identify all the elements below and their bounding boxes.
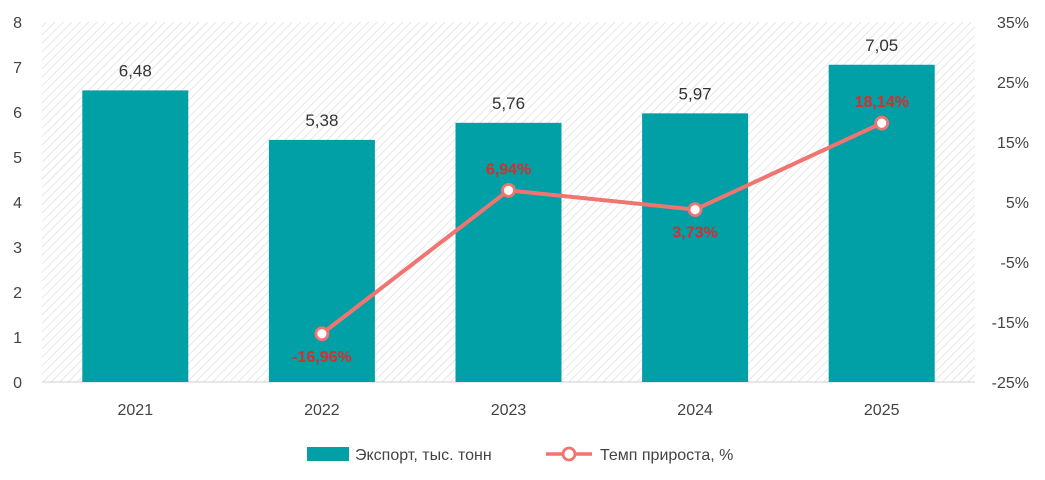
growth-marker [687, 202, 703, 218]
right-y-tick-label: 5% [1006, 195, 1029, 212]
line-series [314, 115, 890, 342]
bar-series [82, 64, 935, 383]
right-y-tick-label: 15% [997, 135, 1029, 152]
growth-marker [874, 115, 890, 131]
growth-marker [501, 182, 516, 198]
left-y-tick-label: 0 [13, 375, 22, 392]
bar-value-label: 5,38 [305, 111, 338, 130]
legend: Экспорт, тыс. тонн Темп прироста, % [307, 446, 733, 464]
legend-label-growth: Темп прироста, % [600, 447, 733, 464]
right-y-axis: -25% -15% -5% 5% 15% 25% 35% [992, 15, 1029, 392]
x-tick-label: 2024 [677, 402, 713, 419]
line-data-labels: -16,96% 6,94% 3,73% 18,14% [292, 94, 909, 366]
bar [82, 90, 189, 383]
right-y-tick-label: -25% [992, 375, 1029, 392]
bar-value-label: 6,48 [119, 61, 152, 80]
growth-value-label: 3,73% [672, 225, 717, 242]
left-y-tick-label: 8 [13, 15, 22, 32]
left-y-tick-label: 2 [13, 285, 22, 302]
legend-label-export: Экспорт, тыс. тонн [355, 447, 492, 464]
x-tick-label: 2022 [304, 402, 340, 419]
x-tick-label: 2025 [864, 402, 900, 419]
bar [828, 64, 935, 382]
x-tick-label: 2023 [491, 402, 527, 419]
x-tick-label: 2021 [118, 402, 154, 419]
bar-value-label: 5,76 [492, 94, 525, 113]
legend-swatch-growth-marker [561, 446, 577, 462]
bar-value-label: 5,97 [679, 84, 712, 103]
bar-data-labels: 6,48 5,38 5,76 5,97 7,05 [119, 36, 898, 130]
left-y-axis: 0 1 2 3 4 5 6 7 8 [13, 15, 22, 392]
left-y-tick-label: 1 [13, 330, 22, 347]
growth-marker [314, 326, 330, 342]
growth-value-label: -16,96% [292, 349, 352, 366]
bar [268, 139, 375, 382]
growth-value-label: 18,14% [855, 94, 909, 111]
bar-value-label: 7,05 [865, 36, 898, 55]
left-y-tick-label: 6 [13, 105, 22, 122]
right-y-tick-label: -5% [1001, 255, 1029, 272]
left-y-tick-label: 5 [13, 150, 22, 167]
right-y-tick-label: 25% [997, 75, 1029, 92]
growth-line [320, 121, 883, 336]
left-y-tick-label: 3 [13, 240, 22, 257]
growth-value-label: 6,94% [486, 161, 531, 178]
legend-swatch-export [307, 447, 349, 461]
right-y-tick-label: -15% [992, 315, 1029, 332]
left-y-tick-label: 7 [13, 60, 22, 77]
right-y-tick-label: 35% [997, 15, 1029, 32]
left-y-tick-label: 4 [13, 195, 22, 212]
bar [455, 122, 562, 383]
bar [642, 113, 749, 382]
x-axis: 2021 2022 2023 2024 2025 [118, 402, 900, 419]
